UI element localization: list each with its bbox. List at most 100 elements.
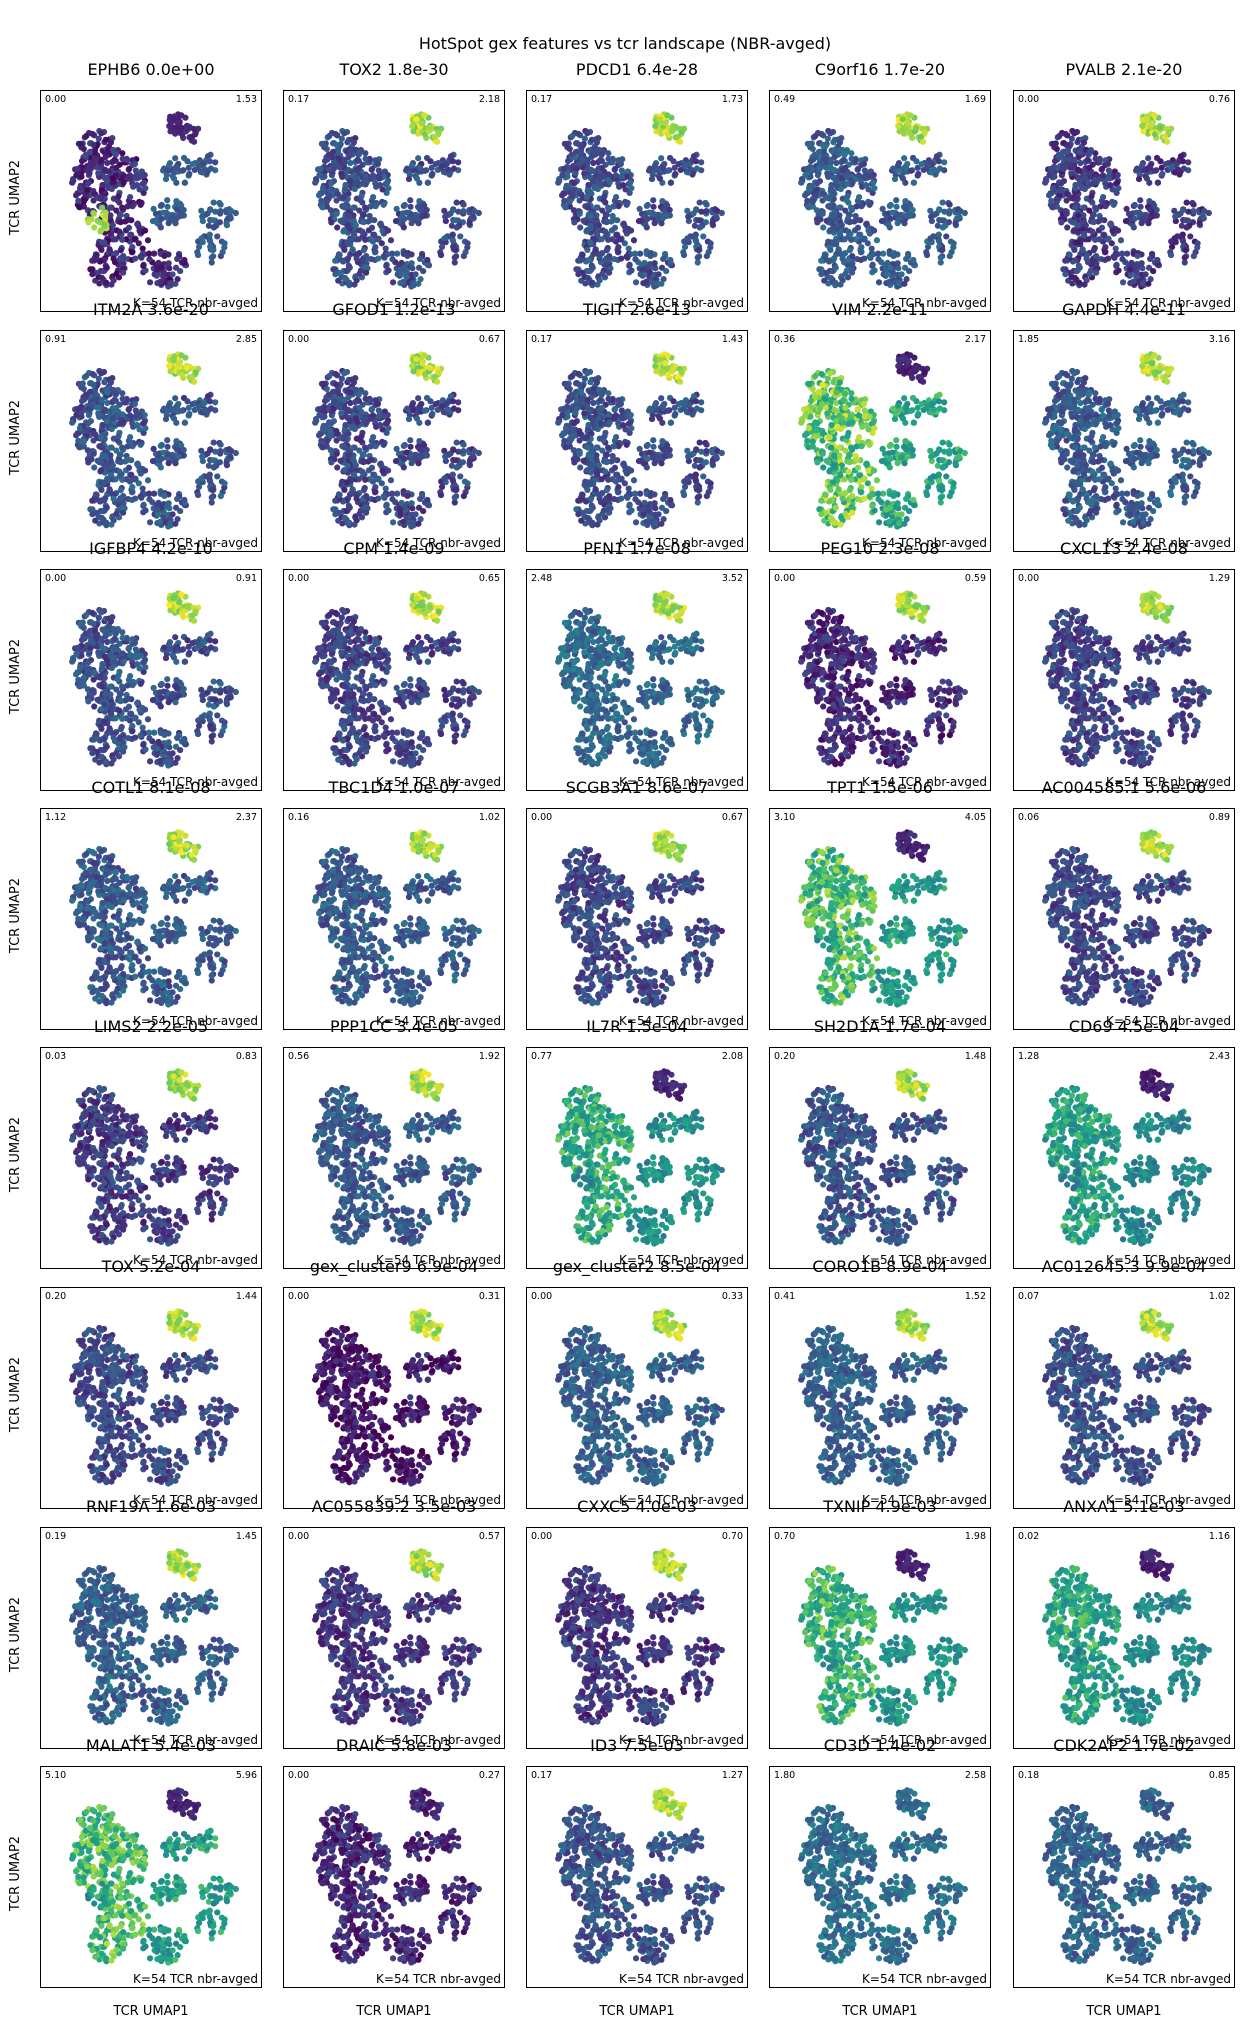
scatter-point xyxy=(120,253,126,259)
scatter-point xyxy=(887,216,893,222)
scatter-point xyxy=(210,247,216,253)
scatter-point xyxy=(393,458,399,464)
scatter-point xyxy=(190,161,196,167)
scatter-point xyxy=(1088,193,1094,199)
scatter-point xyxy=(369,465,375,471)
scatter-point xyxy=(454,464,460,470)
scatter-point xyxy=(1068,218,1074,224)
scatter-point xyxy=(646,209,652,215)
scatter-point xyxy=(618,161,624,167)
scatter-point xyxy=(1111,202,1117,208)
scatter-point xyxy=(559,432,565,438)
scatter-point xyxy=(87,149,93,155)
scatter-point xyxy=(341,194,347,200)
scatter-point xyxy=(113,165,119,171)
scatter-point xyxy=(1200,214,1206,220)
scatter-point xyxy=(338,410,344,416)
scatter-point xyxy=(362,396,368,402)
scatter-point xyxy=(1083,175,1089,181)
scatter-point xyxy=(356,391,362,397)
scatter-point xyxy=(1185,159,1191,165)
panel-title: EPHB6 0.0e+00 xyxy=(40,60,262,79)
scatter-point xyxy=(605,204,611,210)
scatter-point xyxy=(1064,224,1070,230)
scatter-point xyxy=(457,233,463,239)
scatter-point xyxy=(453,247,459,253)
scatter-point xyxy=(133,413,139,419)
scatter-point xyxy=(85,219,91,225)
scatter-point xyxy=(906,268,912,274)
scatter-point xyxy=(925,163,931,169)
scatter-point xyxy=(620,182,626,188)
scatter-point xyxy=(104,149,110,155)
scatter-point xyxy=(332,131,338,137)
scatter-point xyxy=(1195,240,1201,246)
scatter-point xyxy=(108,282,114,288)
scatter-point xyxy=(847,219,853,225)
scatter-point xyxy=(400,519,406,525)
scatter-point xyxy=(108,139,114,145)
scatter-point xyxy=(222,480,228,486)
scatter-point xyxy=(416,198,422,204)
scatter-point xyxy=(585,275,591,281)
scatter-point xyxy=(697,199,703,205)
scatter-point xyxy=(349,486,355,492)
scatter-point xyxy=(818,258,824,264)
scatter-point xyxy=(210,217,216,223)
scatter-point xyxy=(1118,237,1124,243)
scatter-point xyxy=(652,260,658,266)
scatter-point xyxy=(132,476,138,482)
scatter-point xyxy=(441,235,447,241)
scatter-point xyxy=(1166,129,1172,135)
scatter-point xyxy=(416,438,422,444)
scatter-point xyxy=(922,129,928,135)
scatter-point xyxy=(628,425,634,431)
scatter-point xyxy=(1071,130,1077,136)
scatter-point xyxy=(910,207,916,213)
scatter-point xyxy=(407,204,413,210)
scatter-point xyxy=(163,176,169,182)
scatter-point xyxy=(166,123,172,129)
scatter-point xyxy=(179,168,185,174)
scatter-point xyxy=(172,281,178,287)
scatter-point xyxy=(409,220,415,226)
scatter-point xyxy=(681,252,687,258)
scatter-point xyxy=(389,256,395,262)
scatter-point xyxy=(404,253,410,259)
scatter-point xyxy=(422,408,428,414)
scatter-point xyxy=(886,279,892,285)
scatter-point xyxy=(833,265,839,271)
scatter-point xyxy=(668,180,674,186)
scatter-point xyxy=(888,202,894,208)
scatter-point xyxy=(347,265,353,271)
scatter-point xyxy=(1132,202,1138,208)
scatter-point xyxy=(176,360,182,366)
scatter-point xyxy=(98,130,104,136)
scatter-point xyxy=(91,464,97,470)
scatter-point xyxy=(119,477,125,483)
scatter-point xyxy=(106,246,112,252)
scatter-point xyxy=(1187,233,1193,239)
scatter-point xyxy=(76,444,82,450)
scatter-point xyxy=(672,171,678,177)
scatter-point xyxy=(320,141,326,147)
scatter-point xyxy=(659,198,665,204)
scatter-point xyxy=(316,432,322,438)
scatter-point xyxy=(211,439,217,445)
panel-gene: EPHB6 xyxy=(87,60,140,79)
scatter-point xyxy=(1089,229,1095,235)
scatter-point xyxy=(620,221,626,227)
scatter-point xyxy=(172,460,178,466)
scatter-point xyxy=(1182,254,1188,260)
scatter-plot xyxy=(527,331,748,552)
scatter-point xyxy=(425,420,431,426)
scatter-point xyxy=(176,120,182,126)
scatter-point xyxy=(624,202,630,208)
scatter-point xyxy=(113,207,119,213)
scatter-point xyxy=(353,496,359,502)
scatter-point xyxy=(332,271,338,277)
scatter-point xyxy=(181,447,187,453)
scatter-point xyxy=(599,165,605,171)
scatter-point xyxy=(605,396,611,402)
